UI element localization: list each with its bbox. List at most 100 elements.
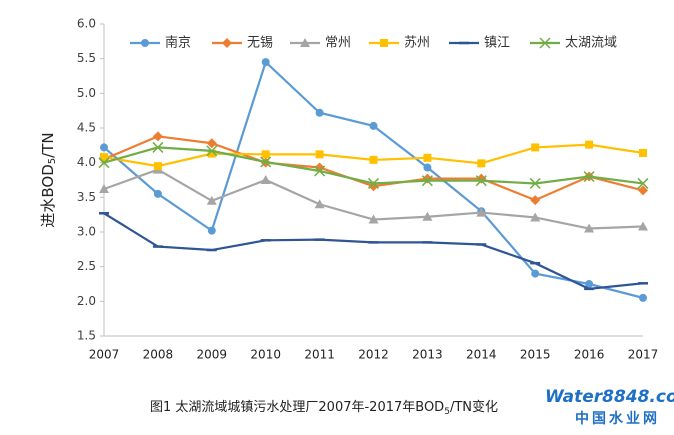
marker [100,153,108,162]
marker [315,108,324,117]
x-tick-label: 2007 [89,348,120,362]
series [99,131,648,206]
marker [153,162,162,171]
series [100,58,647,302]
legend-marker [300,38,310,47]
y-tick-label: 4.0 [77,155,96,169]
marker [585,140,594,149]
marker [207,226,216,235]
caption-sub: 5 [444,407,450,417]
marker [369,155,378,164]
y-tick-label: 3.0 [77,225,96,239]
y-axis-label: 进水BOD5/TN [39,132,59,227]
marker [261,150,270,159]
marker [638,185,648,196]
marker [206,145,218,157]
marker [207,149,216,158]
x-tick-label: 2011 [304,348,335,362]
marker [152,141,164,153]
y-tick-label: 5.5 [77,51,96,65]
series [98,141,649,189]
marker [476,173,487,184]
watermark-brand: Water8848.com [545,387,674,407]
legend-marker [222,38,232,48]
marker [260,156,272,168]
legend-label: 镇江 [484,36,510,51]
legend-item: 无锡 [212,36,273,51]
series [99,212,648,291]
marker [530,195,541,206]
legend-marker [141,39,149,47]
marker [100,143,108,152]
legend-item: 苏州 [369,35,430,51]
legend-label: 无锡 [247,36,273,51]
legend-label: 太湖流域 [565,36,617,51]
marker [639,293,647,302]
marker [314,199,325,209]
marker [422,211,433,221]
caption-main: 图1 太湖流域城镇污水处理厂2007年-2017年BOD [150,400,444,415]
x-tick-label: 2016 [574,348,605,362]
legend-item: 镇江 [449,36,510,51]
y-tick-label: 5.0 [77,86,96,100]
marker [531,269,540,278]
caption: 图1 太湖流域城镇污水处理厂2007年-2017年BOD5/TN变化 [150,399,498,417]
x-tick-label: 2010 [250,348,281,362]
marker [367,177,380,189]
watermark-site: 中国水业网 [575,410,660,427]
x-tick-label: 2014 [466,348,497,362]
marker [99,184,109,194]
caption-rest: /TN变化 [450,399,498,415]
legend-label: 常州 [325,36,351,51]
series [99,164,648,233]
marker [531,143,540,152]
marker [206,138,217,149]
legend-marker [380,39,388,47]
legend-item: 太湖流域 [530,36,617,51]
marker [260,175,271,184]
marker [584,223,595,233]
marker [261,58,270,67]
marker [153,189,162,198]
marker [423,163,432,172]
marker [422,173,433,184]
x-tick-label: 2017 [628,348,659,362]
y-tick-label: 6.0 [77,17,96,31]
marker [315,150,324,159]
series-line [103,146,644,185]
marker [98,157,110,169]
series [100,140,647,171]
legend-marker [539,37,551,49]
legend-label: 苏州 [404,35,430,51]
legend-item: 常州 [290,36,351,51]
marker [585,280,594,288]
marker [476,207,487,217]
marker [314,165,326,177]
y-label-main: 进水BOD [39,164,57,227]
y-tick-label: 1.5 [77,329,96,343]
marker [477,159,486,168]
marker [638,221,648,231]
marker [152,131,163,142]
marker [206,195,217,205]
marker [529,177,541,189]
series-line [103,212,644,290]
marker [368,214,379,224]
y-tick-label: 4.5 [77,121,96,135]
legend-label: 南京 [165,35,191,51]
legend-item: 南京 [130,35,191,51]
x-tick-label: 2013 [412,348,443,362]
y-label-sub: 5 [47,158,58,164]
marker [639,148,647,157]
x-tick-label: 2009 [197,348,228,362]
y-tick-label: 2.5 [77,259,96,273]
y-tick-label: 3.5 [77,190,96,204]
marker [475,175,487,187]
marker [421,175,433,187]
x-tick-label: 2008 [143,348,174,362]
marker [583,171,595,183]
y-tick-label: 2.0 [77,294,96,308]
x-tick-label: 2015 [520,348,551,362]
x-tick-label: 2012 [358,348,389,362]
